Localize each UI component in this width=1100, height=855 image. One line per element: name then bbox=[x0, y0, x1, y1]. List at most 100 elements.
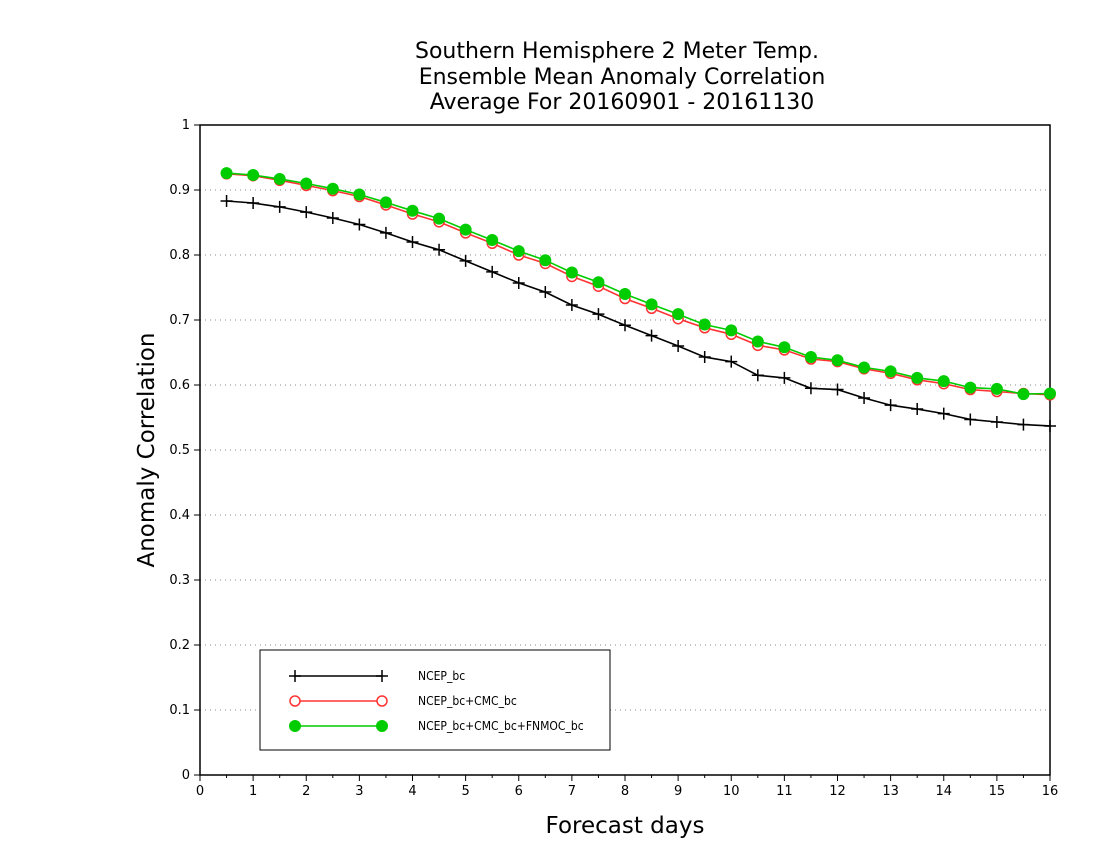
x-tick-label: 11 bbox=[776, 784, 793, 799]
y-tick-label: 0 bbox=[182, 768, 190, 783]
x-tick-label: 12 bbox=[829, 784, 846, 799]
plus-marker bbox=[592, 308, 605, 321]
filled-circle-marker bbox=[804, 351, 817, 364]
x-tick-label: 9 bbox=[674, 784, 682, 799]
x-tick-label: 13 bbox=[882, 784, 899, 799]
x-tick-label: 2 bbox=[302, 784, 310, 799]
filled-circle-marker bbox=[512, 245, 525, 258]
plus-marker bbox=[353, 218, 366, 231]
y-tick-label: 0.1 bbox=[169, 703, 190, 718]
filled-circle-marker bbox=[353, 188, 366, 201]
plus-marker bbox=[289, 670, 301, 682]
plus-marker bbox=[220, 195, 233, 208]
legend-box bbox=[259, 649, 611, 751]
legend-label: NCEP_bc+CMC_bc bbox=[418, 694, 517, 708]
plus-marker bbox=[486, 265, 499, 278]
x-tick-label: 16 bbox=[1042, 784, 1059, 799]
plus-marker bbox=[1044, 419, 1056, 432]
x-tick-label: 4 bbox=[408, 784, 416, 799]
series-1 bbox=[220, 195, 1056, 432]
filled-circle-marker bbox=[539, 254, 552, 267]
x-tick-label: 1 bbox=[249, 784, 257, 799]
plus-marker bbox=[300, 206, 313, 219]
filled-circle-marker bbox=[289, 720, 301, 732]
filled-circle-marker bbox=[990, 382, 1003, 395]
plus-marker bbox=[645, 329, 658, 342]
plus-marker bbox=[247, 197, 260, 209]
plus-marker bbox=[831, 383, 844, 396]
series-line bbox=[226, 173, 1051, 396]
x-tick-label: 8 bbox=[621, 784, 629, 799]
legend-label: NCEP_bc+CMC_bc+FNMOC_bc bbox=[418, 719, 584, 733]
y-tick-label: 0.9 bbox=[169, 183, 190, 198]
chart-title-line-1: Southern Hemisphere 2 Meter Temp. bbox=[415, 39, 819, 64]
y-tick-label: 0.7 bbox=[169, 313, 190, 328]
filled-circle-marker bbox=[433, 212, 446, 225]
filled-circle-marker bbox=[911, 371, 924, 384]
plus-marker bbox=[804, 382, 817, 395]
y-tick-label: 0.2 bbox=[169, 638, 190, 653]
series-line bbox=[226, 200, 1051, 427]
x-axis-label: Forecast days bbox=[546, 813, 705, 839]
filled-circle-marker bbox=[937, 375, 950, 388]
plus-marker bbox=[990, 416, 1003, 429]
plus-marker bbox=[406, 236, 419, 248]
chart-title: Southern Hemisphere 2 Meter Temp. Ensemb… bbox=[415, 39, 825, 115]
filled-circle-marker bbox=[645, 298, 658, 311]
filled-circle-marker bbox=[698, 318, 711, 331]
y-tick-label: 0.4 bbox=[169, 508, 190, 523]
plus-marker bbox=[937, 407, 950, 420]
y-tick-label: 1 bbox=[182, 118, 190, 133]
open-circle-marker bbox=[289, 695, 301, 707]
plus-marker bbox=[964, 413, 977, 426]
plus-marker bbox=[539, 286, 552, 299]
y-tick-label: 0.5 bbox=[169, 443, 190, 458]
filled-circle-marker bbox=[300, 177, 313, 190]
plus-marker bbox=[672, 340, 685, 352]
plus-marker bbox=[858, 392, 871, 404]
filled-circle-marker bbox=[459, 223, 472, 236]
plus-marker bbox=[512, 276, 525, 289]
legend-label: NCEP_bc bbox=[418, 669, 465, 683]
plus-marker bbox=[778, 371, 791, 384]
chart-title-line-3: Average For 20160901 - 20161130 bbox=[430, 90, 815, 115]
legend: NCEP_bc NCEP_bc+CMC_bc NCEP_bc+CMC_bc+FNMO… bbox=[259, 649, 611, 751]
plus-marker bbox=[273, 200, 286, 213]
y-tick-label: 0.8 bbox=[169, 248, 190, 263]
plus-marker bbox=[326, 211, 339, 224]
filled-circle-marker bbox=[247, 169, 260, 182]
y-tick-label: 0.6 bbox=[169, 378, 190, 393]
plus-marker bbox=[751, 369, 764, 382]
plus-marker bbox=[565, 299, 578, 312]
x-tick-label: 3 bbox=[355, 784, 363, 799]
filled-circle-marker bbox=[964, 381, 977, 394]
x-tick-label: 14 bbox=[935, 784, 952, 799]
open-circle-marker bbox=[376, 695, 388, 707]
grid bbox=[200, 189, 1050, 711]
x-tick-label: 0 bbox=[196, 784, 204, 799]
plus-marker bbox=[619, 319, 631, 332]
x-tick-label: 5 bbox=[461, 784, 469, 799]
y-tick-label: 0.3 bbox=[169, 573, 190, 588]
series-3 bbox=[220, 167, 1056, 401]
filled-circle-marker bbox=[326, 182, 339, 195]
chart-title-line-2: Ensemble Mean Anomaly Correlation bbox=[419, 65, 826, 90]
filled-circle-marker bbox=[884, 365, 897, 378]
filled-circle-marker bbox=[778, 341, 791, 354]
x-tick-label: 6 bbox=[515, 784, 523, 799]
filled-circle-marker bbox=[619, 288, 631, 300]
plus-marker bbox=[459, 254, 472, 267]
filled-circle-marker bbox=[751, 335, 764, 348]
x-tick-label: 10 bbox=[723, 784, 740, 799]
axis-ticks: 00.10.20.30.40.50.60.70.80.910 1 2 3 4 5 6 7 8 9 1… bbox=[169, 118, 1058, 799]
filled-circle-marker bbox=[858, 361, 871, 374]
filled-circle-marker bbox=[486, 234, 499, 247]
filled-circle-marker bbox=[1044, 387, 1056, 400]
series-line bbox=[226, 172, 1051, 395]
x-tick-label: 15 bbox=[989, 784, 1006, 799]
plus-marker bbox=[698, 351, 711, 364]
filled-circle-marker bbox=[565, 266, 578, 279]
plus-marker bbox=[725, 355, 738, 368]
